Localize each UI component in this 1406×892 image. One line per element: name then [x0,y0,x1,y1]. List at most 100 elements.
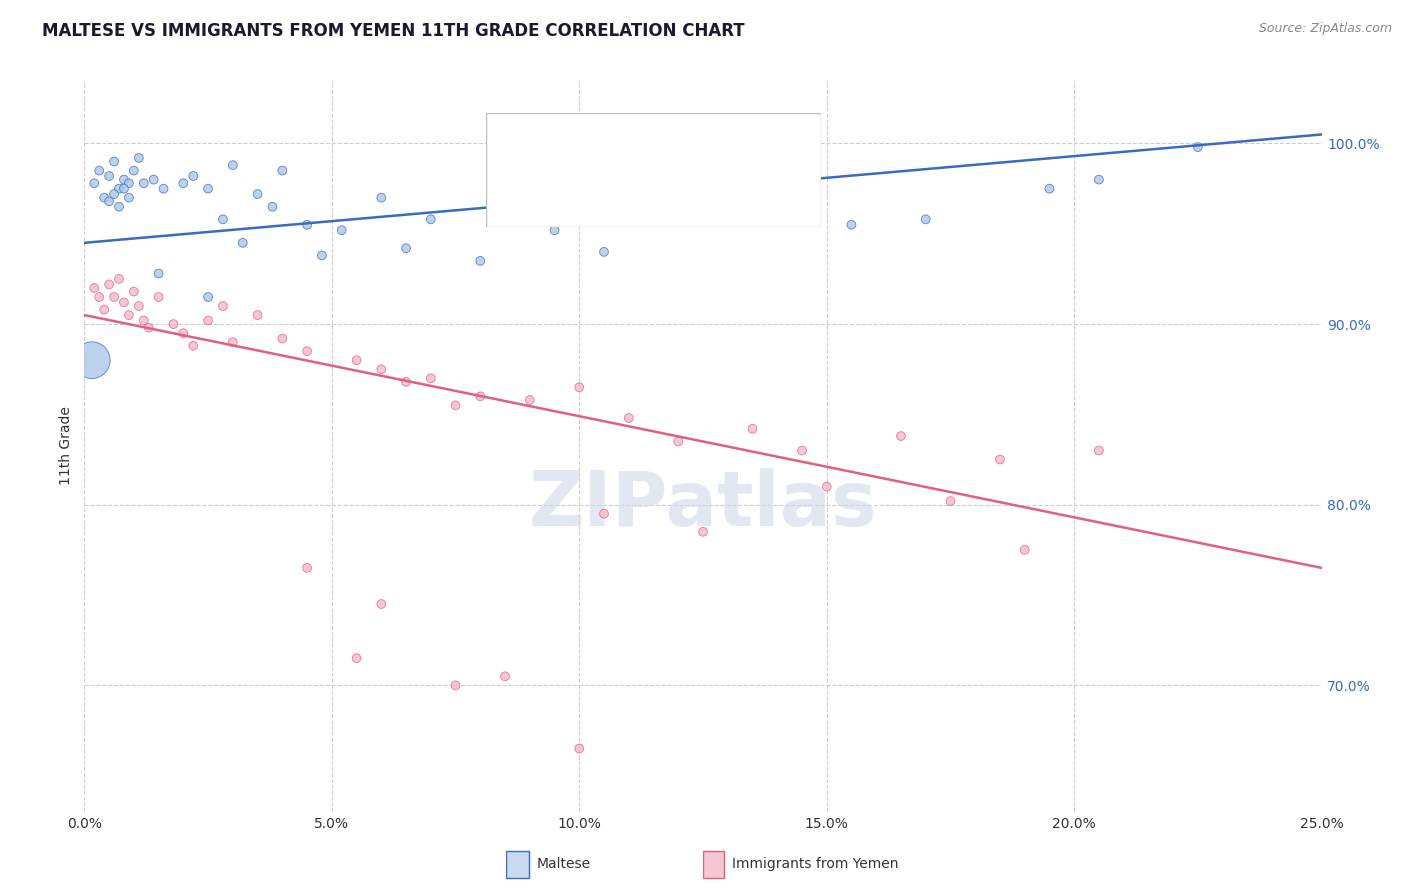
Point [98,194,121,209]
Point [593,507,616,521]
Point [988,452,1011,467]
Point [197,181,219,195]
Point [132,176,155,190]
Point [741,422,763,436]
Point [246,187,269,202]
Point [118,308,141,322]
Point [181,339,204,353]
Point [122,163,145,178]
Point [93,191,115,205]
Point [132,313,155,327]
Point [148,290,170,304]
Point [181,169,204,183]
Point [103,154,125,169]
Point [914,212,936,227]
Point [295,218,318,232]
FancyBboxPatch shape [501,123,543,162]
Point [152,181,174,195]
Point [346,651,368,665]
Point [815,480,838,494]
Point [1014,542,1036,557]
Point [692,524,714,539]
Point [83,281,105,295]
Text: Maltese: Maltese [537,857,591,871]
Point [262,200,284,214]
Point [346,353,368,368]
Point [112,181,135,195]
Point [470,253,492,268]
Point [543,223,565,237]
Point [271,163,294,178]
Point [122,285,145,299]
Point [246,308,269,322]
Point [419,371,441,385]
Text: ZIPatlas: ZIPatlas [529,467,877,541]
Point [790,443,813,458]
Point [666,434,689,449]
Point [1187,140,1209,154]
Point [128,299,150,313]
Point [494,200,516,214]
Text: R = -0.392   N = 48: R = -0.392 N = 48 [554,186,716,202]
Point [118,176,141,190]
Point [138,320,160,334]
FancyBboxPatch shape [501,175,543,213]
Point [370,597,392,611]
Point [93,302,115,317]
Point [419,212,441,227]
Point [232,235,254,250]
Point [370,191,392,205]
Point [172,176,194,190]
Y-axis label: 11th Grade: 11th Grade [59,407,73,485]
Point [212,212,235,227]
Point [108,200,131,214]
Point [103,290,125,304]
Point [112,295,135,310]
Point [222,158,245,172]
Point [222,335,245,350]
Point [197,290,219,304]
Point [494,669,516,683]
Point [1038,181,1060,195]
Point [890,429,912,443]
FancyBboxPatch shape [703,851,724,878]
Point [103,187,125,202]
Point [172,326,194,340]
Point [142,172,165,186]
Point [1088,443,1111,458]
Point [80,353,103,368]
Point [98,277,121,292]
Point [311,248,333,262]
Point [108,272,131,286]
Point [108,181,131,195]
Text: MALTESE VS IMMIGRANTS FROM YEMEN 11TH GRADE CORRELATION CHART: MALTESE VS IMMIGRANTS FROM YEMEN 11TH GR… [42,22,745,40]
Point [148,267,170,281]
Point [568,380,591,394]
Point [98,169,121,183]
Point [568,741,591,756]
Point [444,398,467,412]
Point [197,313,219,327]
Text: Source: ZipAtlas.com: Source: ZipAtlas.com [1258,22,1392,36]
Point [295,561,318,575]
Point [617,212,640,227]
FancyBboxPatch shape [486,113,821,227]
Point [89,290,111,304]
Point [470,389,492,403]
Point [519,392,541,407]
Point [395,375,418,389]
Point [717,209,740,223]
Point [593,244,616,259]
Point [112,172,135,186]
Point [89,163,111,178]
FancyBboxPatch shape [506,851,529,878]
Text: R =  0.254   N = 48: R = 0.254 N = 48 [554,136,714,150]
Point [162,317,184,331]
Point [841,218,863,232]
Point [128,151,150,165]
Point [370,362,392,376]
Point [83,176,105,190]
Point [444,678,467,692]
Point [939,494,962,508]
Point [395,241,418,255]
